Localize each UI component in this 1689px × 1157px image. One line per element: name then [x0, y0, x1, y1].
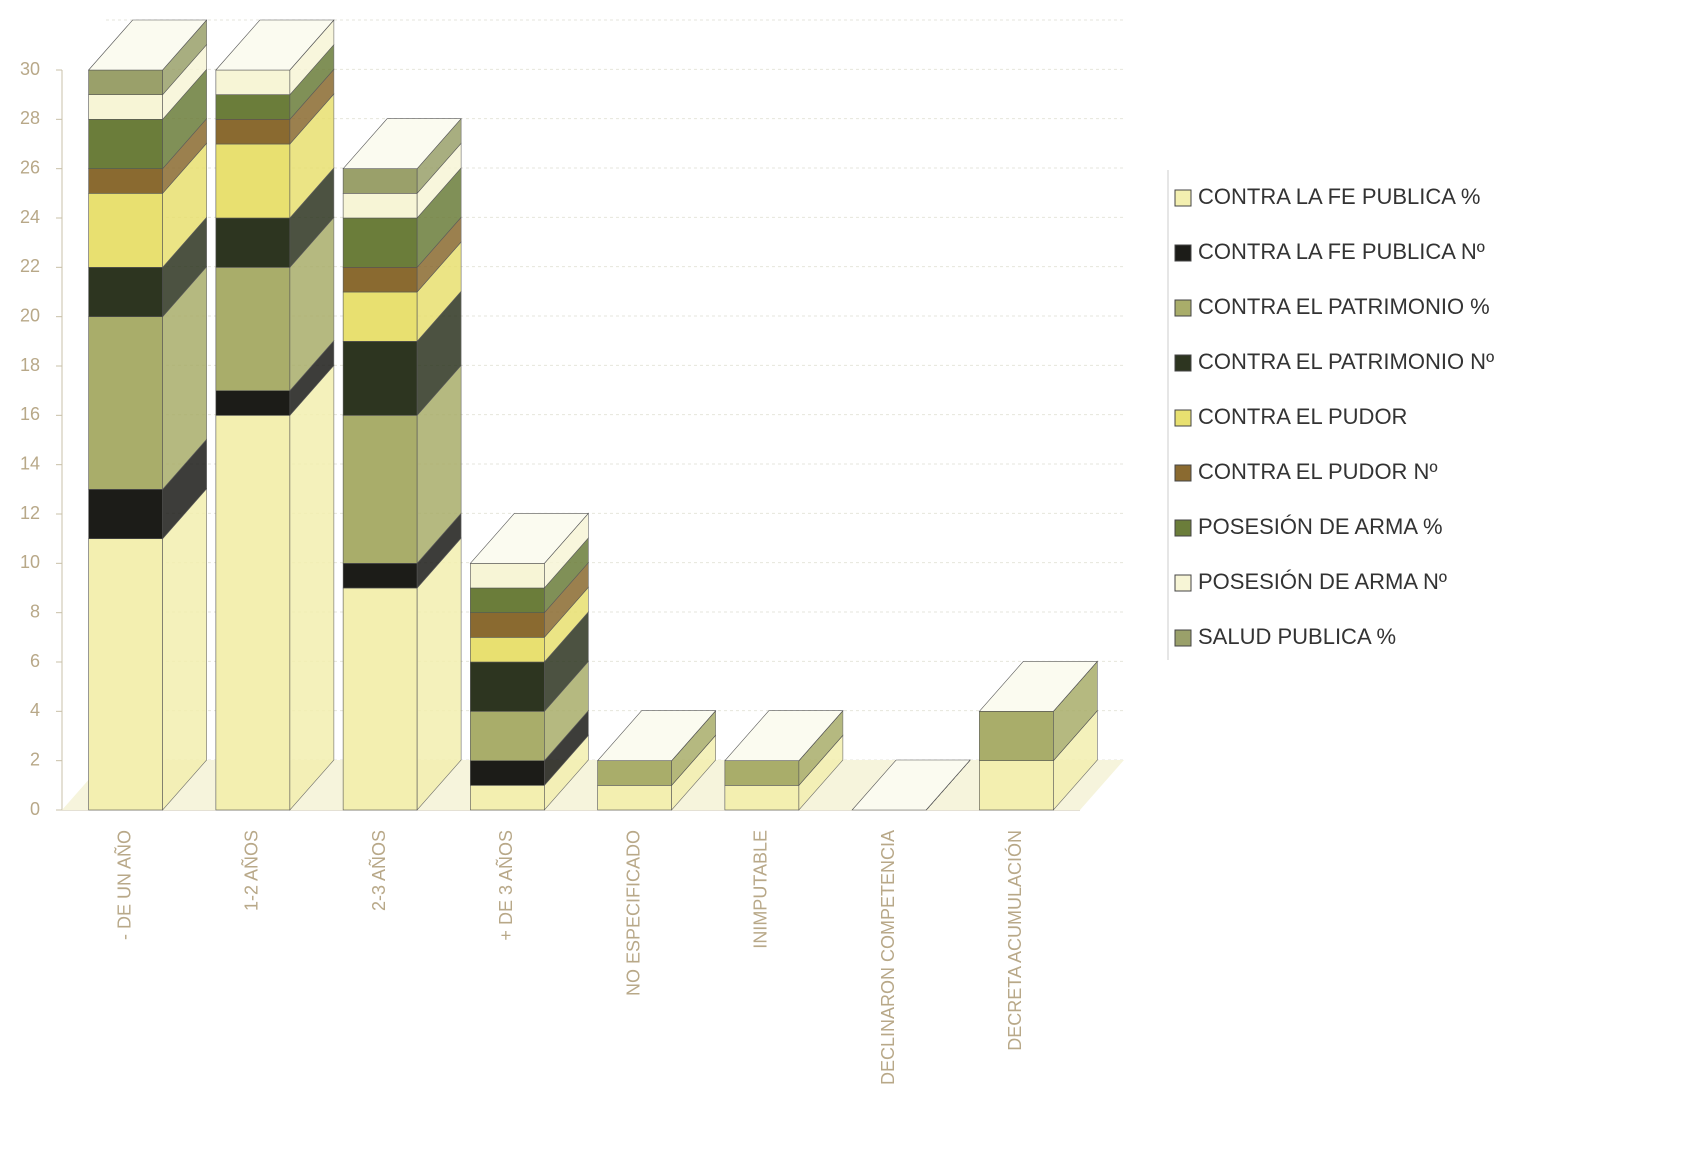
bar-segment	[342, 291, 418, 342]
bar-segment	[88, 489, 163, 539]
bar-segment	[215, 119, 291, 145]
bar-segment	[470, 612, 545, 638]
legend-label: SALUD PUBLICA %	[1198, 624, 1396, 649]
bar-segment	[215, 143, 291, 219]
bar-segment	[342, 193, 418, 219]
legend-swatch	[1174, 244, 1192, 262]
y-tick-label: 30	[20, 59, 40, 79]
legend-swatch	[1174, 354, 1192, 372]
bar-segment	[979, 711, 1054, 761]
bar-segment-side	[162, 487, 207, 811]
bar-segment	[88, 538, 163, 811]
bar-segment	[88, 193, 163, 268]
bar-segment	[470, 637, 545, 663]
x-tick-label: DECLINARON COMPETENCIA	[878, 830, 898, 1085]
legend-swatch	[1174, 574, 1192, 592]
bar-segment	[597, 785, 672, 811]
x-tick-label: INIMPUTABLE	[751, 830, 771, 949]
bar-segment	[215, 217, 291, 268]
bar-top	[978, 661, 1099, 712]
bar-segment	[724, 760, 800, 786]
x-tick-label: 1-2 AÑOS	[241, 830, 262, 911]
legend-label: CONTRA LA FE PUBLICA %	[1198, 184, 1480, 209]
bar-top	[342, 118, 462, 169]
bar-segment	[470, 587, 545, 613]
legend-swatch	[1174, 464, 1192, 482]
y-tick-label: 26	[20, 157, 40, 177]
bar-segment	[215, 390, 291, 416]
y-tick-label: 12	[20, 503, 40, 523]
x-tick-label: + DE 3 AÑOS	[495, 830, 516, 941]
bar-segment	[88, 168, 163, 194]
legend-swatch	[1174, 189, 1192, 207]
legend-swatch	[1174, 409, 1192, 427]
bar-segment	[342, 587, 418, 811]
x-tick-label: NO ESPECIFICADO	[623, 830, 643, 996]
bar-segment	[88, 69, 163, 95]
bar-segment	[470, 711, 545, 761]
bar-top	[469, 513, 590, 564]
bar-segment	[215, 94, 291, 120]
y-tick-label: 24	[20, 207, 40, 227]
x-tick-label: 2-3 AÑOS	[368, 830, 389, 911]
bar-segment	[342, 267, 418, 293]
floor	[62, 760, 1124, 810]
legend-label: CONTRA EL PATRIMONIO Nº	[1198, 349, 1494, 374]
legend-label: CONTRA EL PUDOR Nº	[1198, 459, 1437, 484]
bar-segment	[88, 267, 163, 317]
bar-segment	[342, 563, 418, 589]
bar-segment	[342, 217, 418, 268]
bar-segment	[470, 785, 545, 811]
bar-segment	[88, 316, 163, 490]
legend-label: CONTRA LA FE PUBLICA Nº	[1198, 239, 1485, 264]
bar-top	[724, 710, 844, 761]
bar-top	[215, 19, 335, 71]
y-tick-label: 2	[30, 749, 40, 769]
bar-segment-side	[289, 364, 335, 811]
bar-segment	[597, 760, 672, 786]
bar-segment	[215, 267, 291, 391]
y-tick-label: 0	[30, 799, 40, 819]
bar-segment	[88, 94, 163, 120]
legend-label: POSESIÓN DE ARMA %	[1198, 514, 1443, 539]
legend-label: POSESIÓN DE ARMA Nº	[1198, 569, 1447, 594]
bar-segment	[342, 415, 418, 564]
bar-segment	[724, 785, 800, 811]
y-tick-label: 8	[30, 601, 40, 621]
bar-segment	[215, 69, 291, 95]
y-tick-label: 4	[30, 700, 40, 720]
y-tick-label: 10	[20, 552, 40, 572]
bar-segment	[215, 415, 291, 811]
x-tick-label: DECRETA ACUMULACIÓN	[1004, 830, 1025, 1051]
y-tick-label: 22	[20, 256, 40, 276]
legend-swatch	[1174, 519, 1192, 537]
legend-label: CONTRA EL PATRIMONIO %	[1198, 294, 1490, 319]
y-tick-label: 14	[20, 453, 40, 473]
bar-segment	[342, 168, 418, 194]
bar-top	[87, 19, 208, 71]
bar-segment	[88, 119, 163, 169]
legend-label: CONTRA EL PUDOR	[1198, 404, 1407, 429]
bar-top	[851, 759, 971, 811]
y-tick-label: 6	[30, 651, 40, 671]
bar-segment	[979, 760, 1054, 811]
bar-segment	[470, 760, 545, 786]
legend-swatch	[1174, 629, 1192, 647]
y-tick-label: 18	[20, 355, 40, 375]
x-tick-label: - DE UN AÑO	[113, 830, 134, 940]
y-tick-label: 16	[20, 404, 40, 424]
legend-swatch	[1174, 299, 1192, 317]
bar-segment	[342, 341, 418, 416]
bar-segment	[470, 563, 545, 589]
y-tick-label: 28	[20, 108, 40, 128]
bar-segment	[470, 661, 545, 712]
y-tick-label: 20	[20, 305, 40, 325]
bar-top	[596, 710, 717, 761]
